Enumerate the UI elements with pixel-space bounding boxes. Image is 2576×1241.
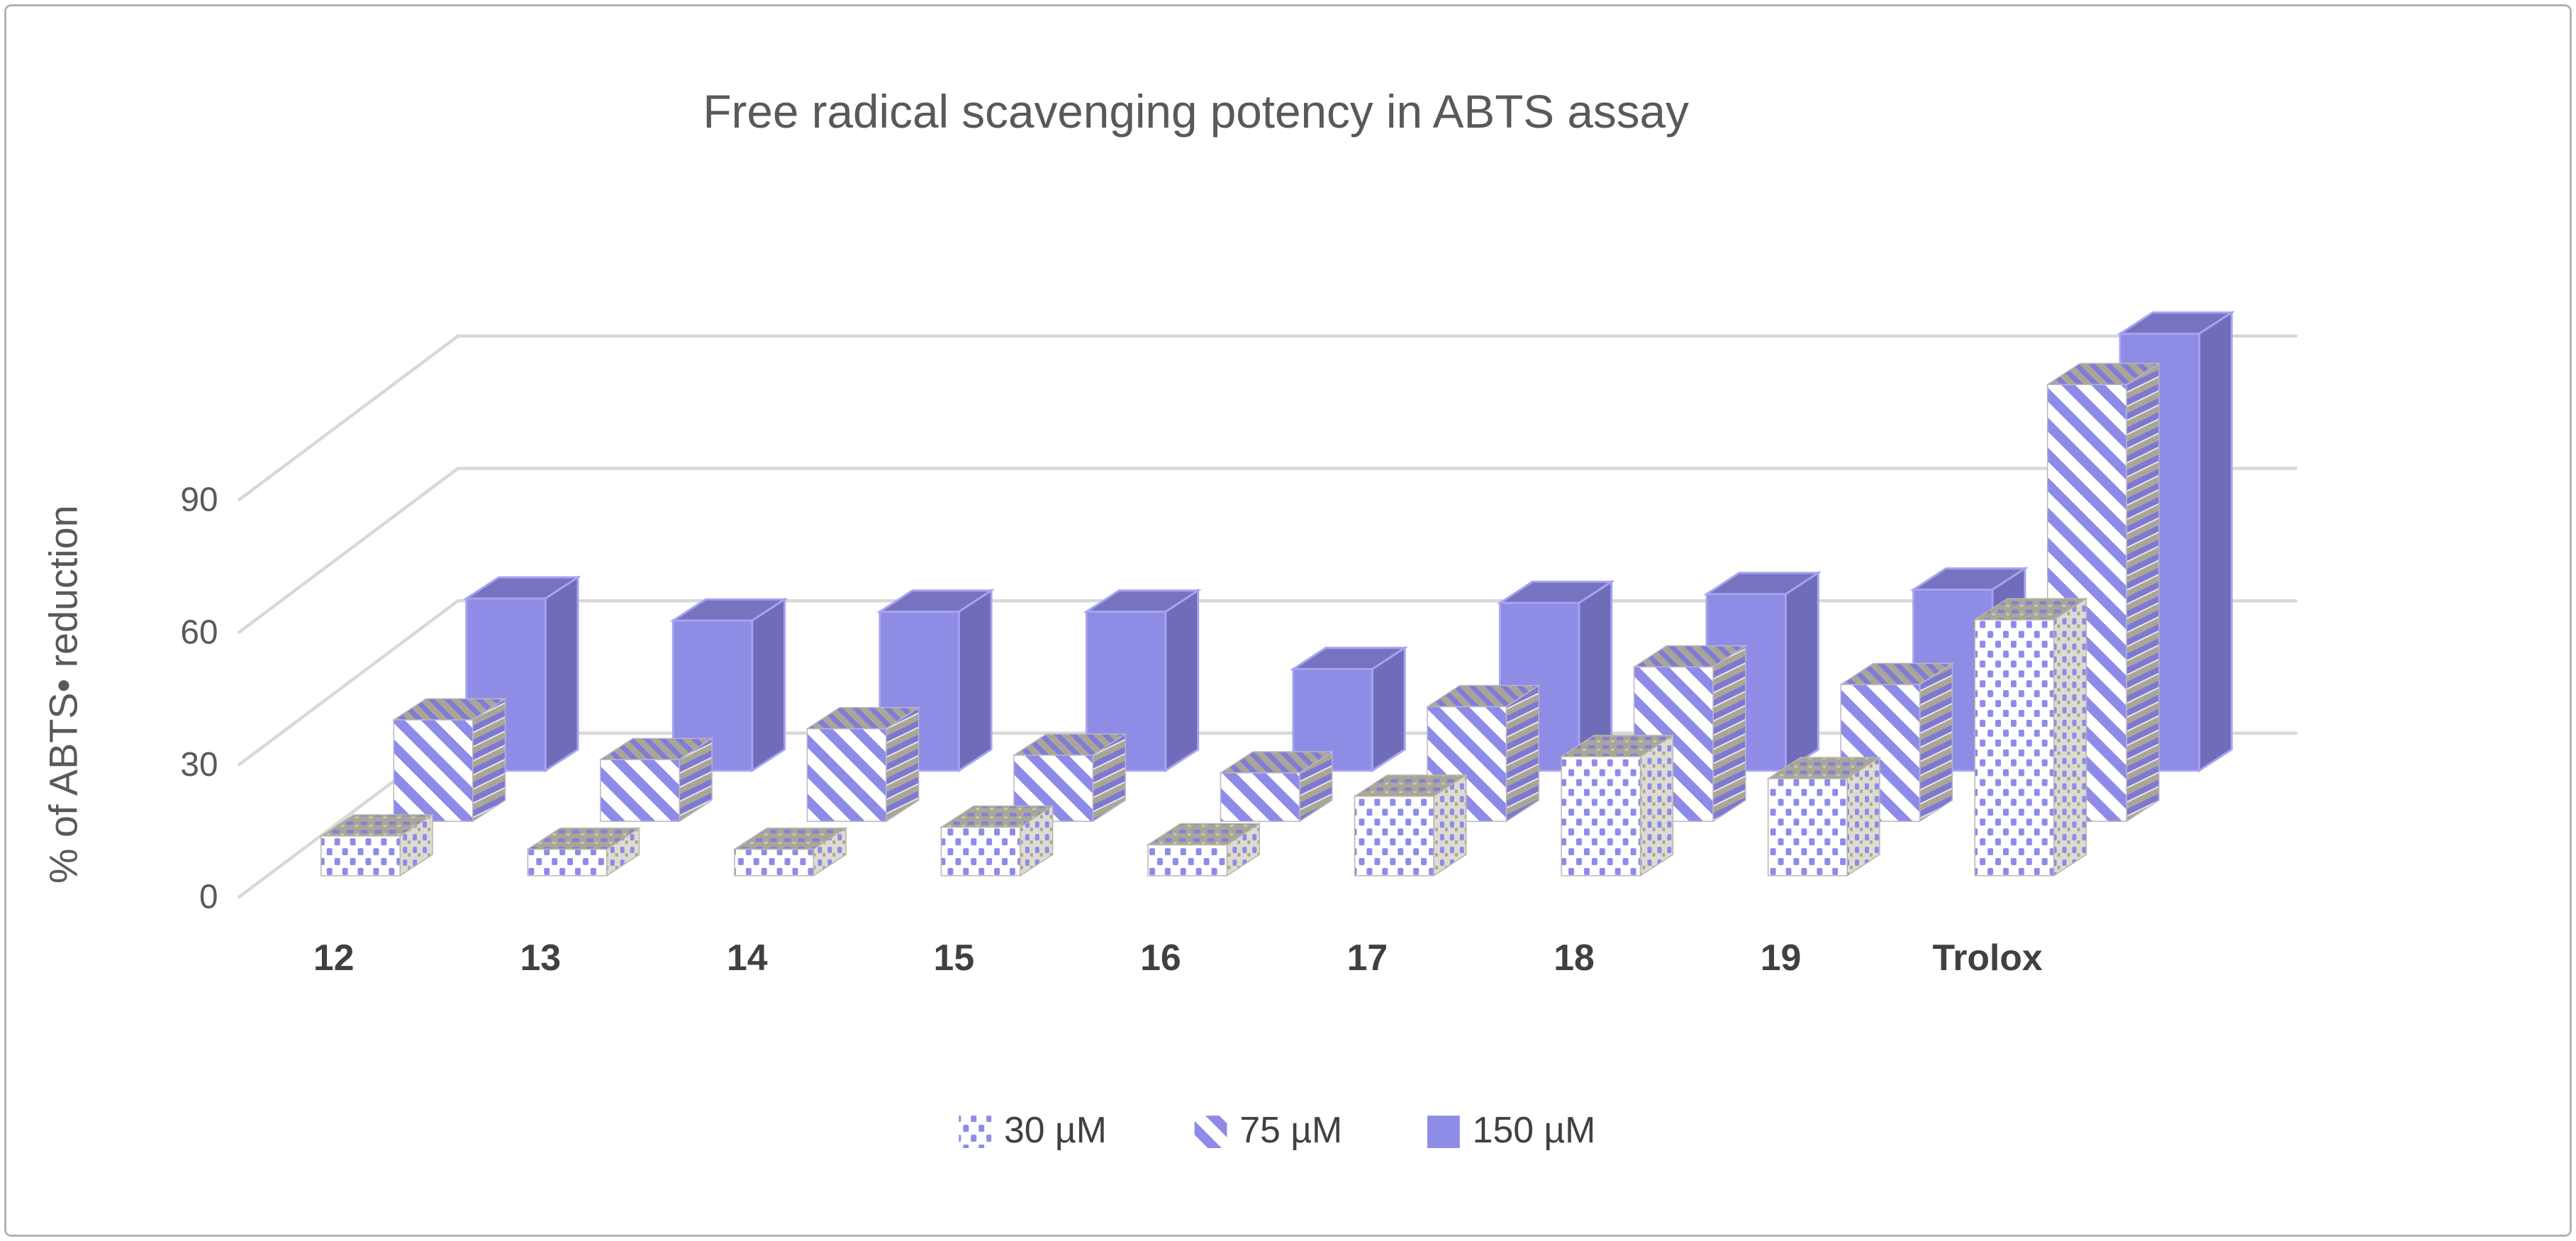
bar-front-face — [1147, 844, 1228, 877]
bar-side-face — [2126, 362, 2160, 823]
bars — [319, 311, 2236, 877]
bar-front-face — [734, 848, 815, 877]
legend-label-75uM: 75 µM — [1239, 1109, 1342, 1150]
bar-side-face — [2198, 311, 2233, 773]
bar-14-75uM — [805, 706, 921, 823]
x-label-14: 14 — [727, 937, 768, 978]
x-label-16: 16 — [1140, 937, 1181, 978]
legend-label-30uM: 30 µM — [1004, 1109, 1107, 1150]
x-label-15: 15 — [934, 937, 975, 978]
gridline-90 — [238, 334, 2298, 501]
y-axis-title: % of ABTS• reduction — [42, 505, 86, 884]
bar-front-face — [806, 728, 887, 823]
bar-side-face — [1639, 734, 1674, 877]
bar-19-30uM — [1766, 756, 1882, 877]
bar-front-face — [393, 719, 474, 823]
bar-front-face — [320, 835, 401, 877]
bar-side-face — [1785, 571, 1819, 773]
x-label-19: 19 — [1761, 937, 1802, 978]
bar-front-face — [1354, 796, 1434, 877]
bar-side-face — [472, 697, 506, 823]
y-tick-label-60: 60 — [180, 613, 218, 651]
chart-title: Free radical scavenging potency in ABTS … — [703, 86, 1689, 138]
bar-front-face — [1974, 619, 2055, 877]
legend-item-150uM: 150 µM — [1427, 1109, 1595, 1150]
abts-3d-bar-chart: Free radical scavenging potency in ABTS … — [6, 6, 2570, 1235]
bar-Trolox-30uM — [1973, 597, 2088, 877]
bar-side-face — [1919, 662, 1953, 823]
bar-15-30uM — [939, 805, 1055, 877]
y-tick-label-90: 90 — [180, 482, 218, 519]
bar-front-face — [940, 826, 1021, 877]
bar-front-face — [1292, 668, 1373, 772]
bar-13-75uM — [598, 737, 714, 823]
bar-side-face — [1505, 684, 1539, 823]
x-label-17: 17 — [1347, 937, 1388, 978]
bar-12-75uM — [391, 697, 508, 823]
x-label-18: 18 — [1554, 937, 1595, 978]
bar-13-30uM — [525, 827, 642, 877]
legend: 30 µM 75 µM 150 µM — [959, 1109, 1595, 1150]
x-axis-labels: 12 13 14 15 16 17 18 19 Trolox — [313, 937, 2043, 978]
bar-16-30uM — [1146, 823, 1261, 877]
y-tick-label-30: 30 — [180, 746, 218, 784]
bar-18-30uM — [1559, 734, 1675, 877]
bar-side-face — [1371, 645, 1406, 773]
x-label-Trolox: Trolox — [1932, 937, 2042, 978]
bar-front-face — [1767, 778, 1848, 877]
bar-14-30uM — [732, 827, 848, 877]
y-tick-label-0: 0 — [199, 879, 218, 916]
bar-side-face — [751, 597, 786, 773]
legend-item-30uM: 30 µM — [959, 1109, 1107, 1150]
y-axis-tick-labels: 0 30 60 90 — [180, 482, 218, 916]
legend-label-150uM: 150 µM — [1473, 1109, 1596, 1150]
bar-side-face — [957, 589, 993, 773]
gridline-60 — [238, 467, 2298, 634]
legend-swatch-solid-icon — [1427, 1115, 1460, 1148]
bar-17-30uM — [1353, 774, 1468, 877]
x-label-12: 12 — [313, 937, 355, 978]
bar-side-face — [1164, 589, 1200, 773]
gridline-30 — [238, 599, 2298, 767]
bar-12-30uM — [319, 813, 435, 877]
chart-frame: Free radical scavenging potency in ABTS … — [4, 4, 2572, 1237]
bar-front-face — [1220, 772, 1300, 823]
bar-16-150uM — [1289, 645, 1409, 773]
bar-side-face — [2053, 597, 2087, 877]
bar-front-face — [1561, 756, 1641, 877]
x-label-13: 13 — [520, 937, 561, 978]
bar-side-face — [544, 575, 579, 773]
legend-item-75uM: 75 µM — [1194, 1109, 1342, 1150]
bar-13-150uM — [669, 597, 788, 773]
bar-front-face — [527, 848, 608, 877]
bar-16-75uM — [1218, 750, 1334, 823]
legend-swatch-striped-icon — [1194, 1115, 1227, 1148]
bar-side-face — [1712, 645, 1746, 823]
bar-side-face — [1846, 756, 1880, 877]
bar-15-75uM — [1012, 733, 1127, 823]
legend-swatch-dotted-icon — [959, 1115, 992, 1148]
bar-front-face — [600, 759, 681, 823]
